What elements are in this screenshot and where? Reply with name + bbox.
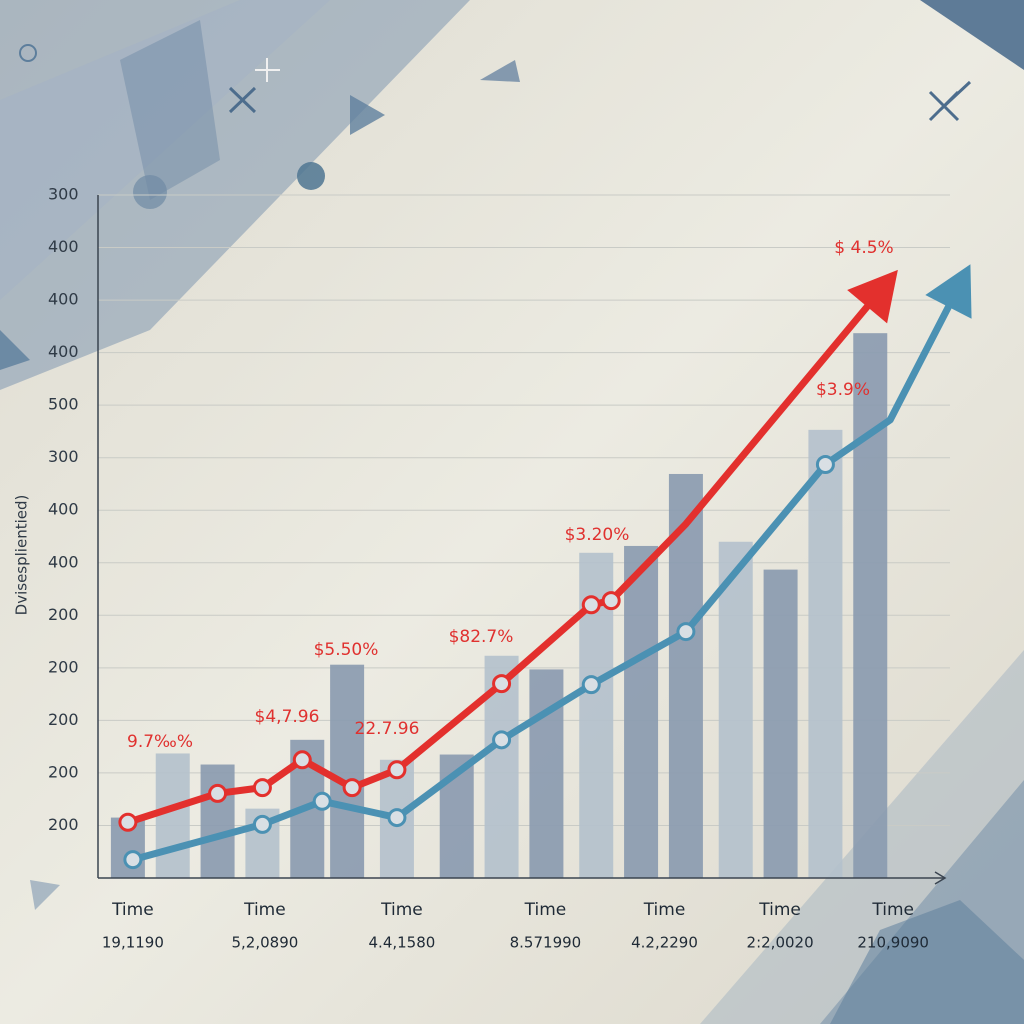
x-tick-sublabel: 4.2,2290 [631, 934, 698, 952]
point-marker [252, 814, 272, 834]
x-tick-sublabel: 8.571990 [510, 934, 582, 952]
bar [808, 429, 843, 878]
x-tick-label: Time [871, 900, 914, 920]
annotation: $5.50% [314, 640, 379, 660]
x-tick-label: Time [524, 900, 567, 920]
annotation: 22.7.96 [355, 719, 420, 739]
annotation: $ 4.5% [834, 238, 893, 258]
point-marker [208, 783, 228, 803]
annotation: $3.20% [565, 525, 630, 545]
y-tick-label: 300 [48, 185, 79, 204]
point-marker [312, 791, 332, 811]
bar [668, 473, 703, 878]
y-tick-label: 400 [48, 290, 79, 309]
y-tick-label: 400 [48, 237, 79, 256]
x-axis-arrow [934, 871, 947, 885]
bar [763, 569, 798, 878]
annotation: $4,7.96 [255, 707, 320, 727]
x-tick-label: Time [380, 900, 423, 920]
y-tick-label: 500 [48, 395, 79, 414]
arrow-head [925, 264, 972, 319]
y-tick-label: 200 [48, 710, 79, 729]
bar [853, 333, 888, 878]
point-marker [387, 808, 407, 828]
point-marker [118, 812, 138, 832]
bar [624, 545, 659, 878]
bar [200, 764, 235, 878]
point-marker [815, 455, 835, 475]
bar [330, 664, 365, 878]
point-marker [123, 850, 143, 870]
x-tick-sublabel: 5,2,0890 [232, 934, 299, 952]
x-tick-label: Time [758, 900, 801, 920]
point-marker [601, 591, 621, 611]
annotation: $82.7% [449, 627, 514, 647]
point-marker [676, 622, 696, 642]
point-marker [292, 750, 312, 770]
point-marker [342, 778, 362, 798]
y-tick-label: 200 [48, 605, 79, 624]
x-tick-label: Time [243, 900, 286, 920]
x-tick-sublabel: 210,9090 [857, 934, 929, 952]
y-tick-label: 200 [48, 762, 79, 781]
bar [155, 753, 190, 878]
x-tick-sublabel: 2:2,0020 [747, 934, 814, 952]
y-tick-label: 400 [48, 552, 79, 571]
point-marker [492, 730, 512, 750]
x-tick-sublabel: 4.4,1580 [369, 934, 436, 952]
bar [718, 541, 753, 878]
point-marker [581, 595, 601, 615]
line [131, 273, 969, 863]
arrow-head [847, 269, 898, 324]
x-tick-label: Time [643, 900, 686, 920]
y-tick-label: 400 [48, 500, 79, 519]
bar [529, 669, 564, 878]
point-marker [252, 778, 272, 798]
y-tick-label: 300 [48, 447, 79, 466]
y-tick-label: 200 [48, 657, 79, 676]
point-marker [492, 674, 512, 694]
y-axis-label: Dvisesplientied) [13, 495, 31, 616]
point-marker [581, 675, 601, 695]
point-marker [387, 760, 407, 780]
annotation: $3.9% [816, 380, 870, 400]
y-tick-label: 400 [48, 342, 79, 361]
x-tick-sublabel: 19,1190 [102, 934, 164, 952]
annotation: 9.7‰% [127, 732, 193, 752]
x-tick-label: Time [111, 900, 154, 920]
y-tick-label: 200 [48, 815, 79, 834]
